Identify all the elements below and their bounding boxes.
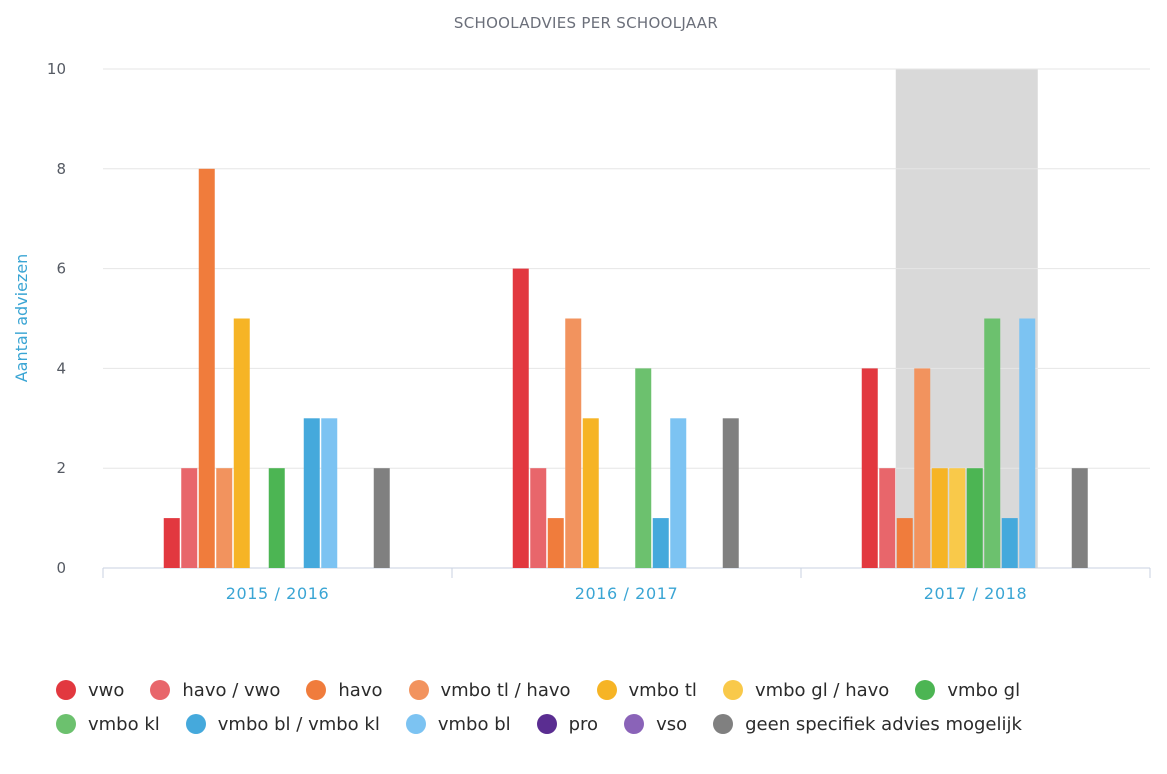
legend-dot-icon (408, 680, 429, 700)
bar-vmbo-tl (931, 468, 948, 568)
chart-title: SCHOOLADVIES PER SCHOOLJAAR (454, 14, 718, 32)
bar-geen-specifiek-advies-mogelijk (373, 468, 390, 568)
legend-item[interactable]: pro (531, 710, 618, 738)
legend-item[interactable]: vso (618, 710, 707, 738)
legend-item[interactable]: havo (300, 676, 402, 704)
x-tick-label: 2017 / 2018 (924, 584, 1028, 603)
y-tick-label: 10 (47, 60, 66, 78)
legend-dot-icon (150, 680, 171, 700)
legend-dot-icon (306, 680, 327, 700)
bar-vmbo-kl (635, 368, 652, 568)
legend-label: havo (338, 679, 383, 701)
bar-havo (896, 518, 913, 568)
bar-havo-vwo (181, 468, 198, 568)
legend-item[interactable]: havo / vwo (144, 676, 300, 704)
legend-item[interactable]: vmbo kl (50, 710, 180, 738)
plot-area: 0 2 4 6 8 10 2015 / 2016 2016 / 2017 2017 / 2018 (47, 60, 1151, 603)
legend-label: vmbo tl / havo (440, 679, 571, 701)
bar-havo-vwo (879, 468, 896, 568)
y-tick-label: 8 (56, 160, 66, 178)
legend: vwo havo / vwo havo vmbo tl / havo vmbo tl vm… (50, 676, 1150, 738)
legend-dot-icon (915, 680, 936, 700)
bar-vwo (861, 368, 878, 568)
legend-label: geen specifiek advies mogelijk (745, 713, 1022, 735)
y-tick-label: 2 (56, 459, 66, 477)
bar-vmbo-bl (670, 418, 687, 568)
bar-chart: SCHOOLADVIES PER SCHOOLJAAR Aantal advie… (12, 14, 1151, 603)
bar-vmbo-gl (966, 468, 983, 568)
x-tick-label: 2016 / 2017 (575, 584, 679, 603)
legend-label: vwo (88, 679, 125, 701)
y-tick-label: 4 (56, 359, 66, 377)
legend-label: vmbo bl / vmbo kl (217, 713, 380, 735)
bar-havo (547, 518, 564, 568)
bar-vmbo-tl (582, 418, 599, 568)
x-tick-label: 2015 / 2016 (226, 584, 330, 603)
bar-vmbo-gl (268, 468, 285, 568)
legend-label: vmbo bl (437, 713, 511, 735)
bar-vmbo-kl (984, 318, 1001, 568)
bar-geen-specifiek-advies-mogelijk (1071, 468, 1088, 568)
bar-vmbo-bl (1019, 318, 1036, 568)
legend-item[interactable]: vwo (50, 676, 144, 704)
bar-geen-specifiek-advies-mogelijk (722, 418, 739, 568)
legend-dot-icon (56, 680, 76, 700)
bar-vmbo-tl-havo (565, 318, 582, 568)
legend-dot-icon (185, 714, 206, 734)
legend-label: vmbo tl (628, 679, 697, 701)
bar-vwo (163, 518, 180, 568)
legend-dot-icon (596, 680, 617, 700)
legend-item[interactable]: geen specifiek advies mogelijk (707, 710, 1042, 738)
bar-havo-vwo (530, 468, 547, 568)
bar-vmbo-bl-vmbo-kl (1001, 518, 1018, 568)
legend-dot-icon (56, 714, 76, 734)
bar-vmbo-tl (233, 318, 250, 568)
legend-dot-icon (624, 714, 645, 734)
bar-vmbo-tl-havo (216, 468, 233, 568)
legend-dot-icon (536, 714, 557, 734)
bar-vmbo-bl-vmbo-kl (303, 418, 320, 568)
legend-dot-icon (722, 680, 743, 700)
legend-label: vmbo kl (88, 713, 160, 735)
legend-label: havo / vwo (182, 679, 281, 701)
legend-item[interactable]: vmbo bl (400, 710, 531, 738)
bar-vmbo-gl-havo (949, 468, 966, 568)
bar-vwo (512, 268, 529, 568)
bar-vmbo-tl-havo (914, 368, 931, 568)
bar-vmbo-bl-vmbo-kl (652, 518, 669, 568)
legend-item[interactable]: vmbo gl (909, 676, 1040, 704)
bar-vmbo-bl (321, 418, 338, 568)
legend-item[interactable]: vmbo tl (591, 676, 717, 704)
legend-dot-icon (713, 714, 734, 734)
legend-label: vso (656, 713, 688, 735)
legend-dot-icon (405, 714, 426, 734)
legend-item[interactable]: vmbo tl / havo (403, 676, 591, 704)
legend-label: vmbo gl / havo (754, 679, 890, 701)
y-axis-label: Aantal adviezen (12, 254, 31, 383)
legend-item[interactable]: vmbo gl / havo (717, 676, 909, 704)
bar-havo (198, 168, 215, 569)
y-tick-label: 0 (56, 559, 66, 577)
y-tick-label: 6 (56, 260, 66, 278)
legend-label: pro (568, 713, 599, 735)
legend-label: vmbo gl (947, 679, 1021, 701)
legend-item[interactable]: vmbo bl / vmbo kl (180, 710, 400, 738)
